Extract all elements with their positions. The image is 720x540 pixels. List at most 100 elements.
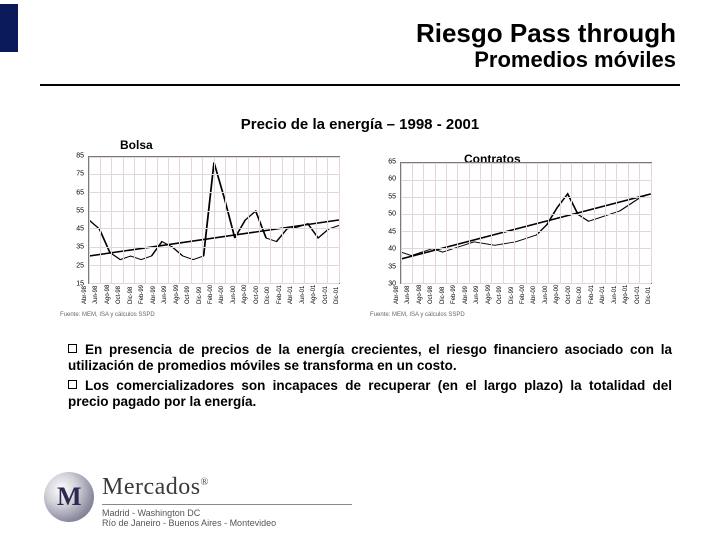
gridline — [401, 163, 402, 283]
ytick-label: 85 — [76, 153, 84, 160]
gridline — [469, 163, 470, 283]
gridline — [571, 163, 572, 283]
page-subtitle: Promedios móviles — [416, 47, 676, 73]
bullet-icon — [68, 380, 77, 389]
chart-bolsa-yaxis: 1525354555657585 — [56, 156, 86, 284]
chart-bolsa-plot — [88, 156, 340, 284]
gridline — [202, 157, 203, 283]
gridline — [236, 157, 237, 283]
gridline — [179, 157, 180, 283]
ytick-label: 45 — [388, 228, 396, 235]
gridline — [412, 163, 413, 283]
logo-cities: Madrid - Washington DC Río de Janeiro - … — [102, 508, 276, 528]
xtick-label: Oct-99 — [185, 286, 191, 304]
xtick-label: Jun-98 — [93, 286, 99, 304]
gridline — [248, 157, 249, 283]
xtick-label: Abr-00 — [219, 286, 225, 304]
xtick-label: Jun-99 — [474, 286, 480, 304]
xtick-label: Oct-98 — [428, 286, 434, 304]
gridline — [651, 163, 652, 283]
ytick-label: 50 — [388, 211, 396, 218]
chart-bolsa: 1525354555657585 Abr-98Jun-98Ago-98Oct-9… — [56, 156, 344, 306]
xtick-label: Feb-00 — [208, 285, 214, 304]
xtick-label: Ago-00 — [242, 285, 248, 304]
chart-contratos-xaxis: Abr-98Jun-98Ago-98Oct-98Dic-98Feb-99Abr-… — [400, 284, 652, 306]
xtick-label: Abr-01 — [288, 286, 294, 304]
xtick-label: Dic-01 — [646, 287, 652, 304]
chart-bolsa-xaxis: Abr-98Jun-98Ago-98Oct-98Dic-98Feb-99Abr-… — [88, 284, 340, 306]
xtick-label: Jun-00 — [231, 286, 237, 304]
xtick-label: Abr-98 — [394, 286, 400, 304]
gridline — [134, 157, 135, 283]
gridline — [145, 157, 146, 283]
xtick-label: Dic-01 — [334, 287, 340, 304]
gridline — [446, 163, 447, 283]
chart-contratos-source: Fuente: MEM, ISA y cálculos SSPD — [370, 312, 465, 318]
gridline — [537, 163, 538, 283]
gridline — [435, 163, 436, 283]
gridline — [339, 157, 340, 283]
gridline — [616, 163, 617, 283]
bullet-icon — [68, 344, 77, 353]
section-title: Precio de la energía – 1998 - 2001 — [0, 116, 720, 133]
gridline — [457, 163, 458, 283]
gridline — [639, 163, 640, 283]
ytick-label: 40 — [388, 246, 396, 253]
title-rule — [40, 84, 680, 86]
xtick-label: Jun-01 — [612, 286, 618, 304]
xtick-label: Ago-98 — [417, 285, 423, 304]
xtick-label: Abr-99 — [463, 286, 469, 304]
ytick-label: 25 — [76, 262, 84, 269]
chart-contratos: 3035404550556065 Abr-98Jun-98Ago-98Oct-9… — [368, 162, 656, 306]
xtick-label: Feb-00 — [520, 285, 526, 304]
xtick-label: Ago-01 — [311, 285, 317, 304]
ytick-label: 45 — [76, 226, 84, 233]
xtick-label: Ago-00 — [554, 285, 560, 304]
title-block: Riesgo Pass through Promedios móviles — [416, 18, 676, 73]
ytick-label: 60 — [388, 176, 396, 183]
xtick-label: Jun-98 — [405, 286, 411, 304]
gridline — [293, 157, 294, 283]
gridline — [225, 157, 226, 283]
xtick-label: Abr-00 — [531, 286, 537, 304]
xtick-label: Feb-99 — [139, 285, 145, 304]
xtick-label: Dic-98 — [440, 287, 446, 304]
body-p2: Los comercializadores son incapaces de r… — [68, 378, 672, 410]
ytick-label: 65 — [76, 189, 84, 196]
chart-contratos-yaxis: 3035404550556065 — [368, 162, 398, 284]
ytick-label: 65 — [388, 159, 396, 166]
xtick-label: Ago-99 — [486, 285, 492, 304]
gridline — [503, 163, 504, 283]
xtick-label: Abr-01 — [600, 286, 606, 304]
ytick-label: 55 — [76, 207, 84, 214]
body-p1: En presencia de precios de la energía cr… — [68, 342, 672, 374]
logo-globe-icon: M — [44, 472, 94, 522]
ytick-label: 75 — [76, 171, 84, 178]
logo: M Mercados® Madrid - Washington DC Río d… — [44, 470, 384, 526]
logo-m-letter: M — [57, 482, 82, 512]
gridline — [491, 163, 492, 283]
logo-rule — [102, 504, 352, 505]
page-title: Riesgo Pass through — [416, 18, 676, 49]
logo-brand: Mercados® — [102, 474, 209, 501]
xtick-label: Oct-01 — [323, 286, 329, 304]
gridline — [514, 163, 515, 283]
gridline — [89, 157, 90, 283]
xtick-label: Oct-99 — [497, 286, 503, 304]
xtick-label: Oct-00 — [566, 286, 572, 304]
gridline — [304, 157, 305, 283]
xtick-label: Ago-98 — [105, 285, 111, 304]
xtick-label: Dic-98 — [128, 287, 134, 304]
xtick-label: Oct-01 — [635, 286, 641, 304]
xtick-label: Feb-01 — [277, 285, 283, 304]
gridline — [316, 157, 317, 283]
gridline — [548, 163, 549, 283]
gridline — [282, 157, 283, 283]
body-text: En presencia de precios de la energía cr… — [68, 342, 672, 414]
xtick-label: Oct-98 — [116, 286, 122, 304]
gridline — [157, 157, 158, 283]
gridline — [628, 163, 629, 283]
gridline — [526, 163, 527, 283]
xtick-label: Oct-00 — [254, 286, 260, 304]
xtick-label: Jun-99 — [162, 286, 168, 304]
